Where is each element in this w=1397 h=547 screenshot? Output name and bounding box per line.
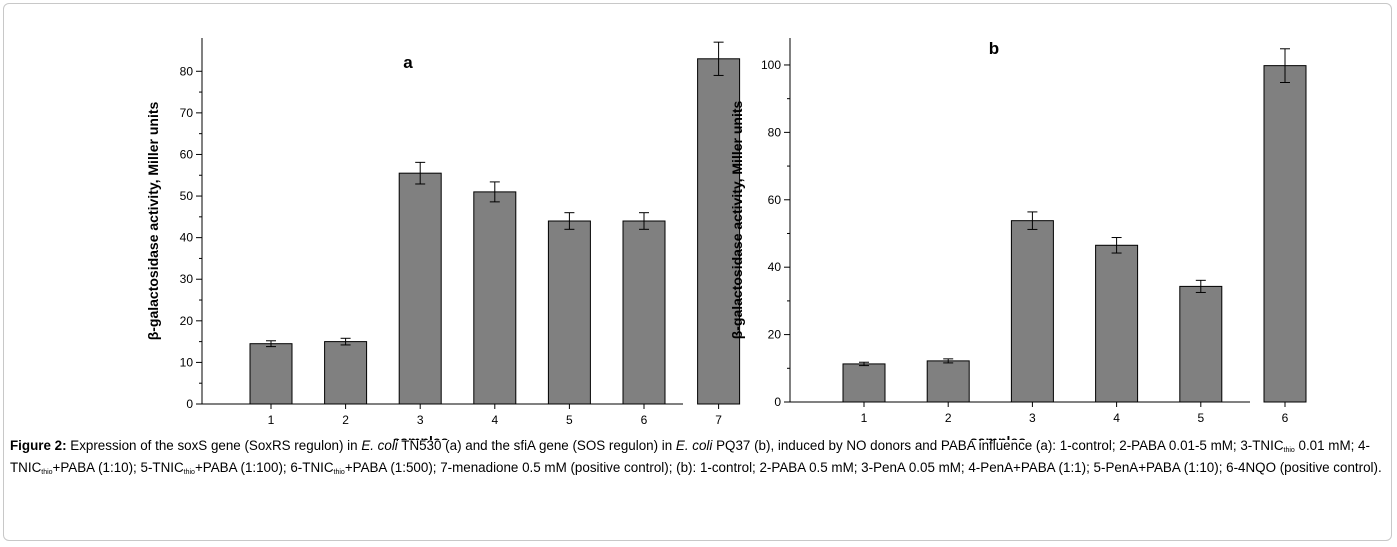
bar [547, 220, 591, 405]
caption-species: E. coli [675, 438, 713, 453]
figure-charts: 010203040506070801234567asamplesβ-galact… [145, 38, 1307, 440]
caption-part: +PABA (1:10); 5-TNIC [52, 460, 184, 475]
caption-subscript: thio [183, 469, 195, 476]
x-tick-label: 3 [1029, 411, 1036, 425]
caption-part: PQ37 (b), induced by NO donors and PABA … [712, 438, 1284, 453]
bar [1263, 65, 1307, 403]
chart-panel-b: 0 20 40 60 80 100 1 2 3 4 5 6 b samples β-galactosidas… [729, 38, 1307, 440]
panel-label: a [403, 53, 413, 72]
y-tick-label: 60 [180, 147, 194, 161]
x-axis-label: samples [970, 433, 1026, 440]
bar [622, 220, 666, 405]
bar [473, 191, 517, 405]
y-axis-label: β-galactosidase activity, Miller units [729, 101, 745, 340]
bar [926, 360, 970, 403]
caption-part: +PABA (1:500); 7-menadione 0.5 mM (posit… [344, 460, 1382, 475]
x-tick-label: 5 [1197, 411, 1204, 425]
y-tick-label: 50 [180, 189, 194, 203]
bar [842, 363, 886, 403]
x-tick-label: 1 [268, 413, 275, 427]
figure-caption: Figure 2: Expression of the soxS gene (S… [10, 437, 1385, 481]
chart-panel-a: 0 10 20 30 40 50 60 70 80 1 2 3 4 5 6 7 a samples β-galact… [145, 38, 741, 440]
y-tick-label: 10 [180, 355, 194, 369]
y-tick-label: 70 [180, 106, 194, 120]
y-tick-label: 100 [761, 58, 781, 72]
caption-subscript: thio [333, 469, 345, 476]
y-tick-label: 40 [768, 260, 782, 274]
x-tick-label: 2 [342, 413, 349, 427]
caption-subscript: thio [41, 469, 53, 476]
caption-part: +PABA (1:100); 6-TNIC [194, 460, 334, 475]
x-tick-label: 4 [491, 413, 498, 427]
caption-species: E. coli [361, 438, 398, 453]
x-tick-label: 6 [1282, 411, 1289, 425]
y-tick-label: 0 [774, 395, 781, 409]
x-tick-label: 4 [1113, 411, 1120, 425]
bar [1010, 220, 1054, 403]
bar [1095, 244, 1139, 403]
x-tick-label: 2 [945, 411, 952, 425]
caption-subscript: thio [1283, 447, 1295, 454]
panel-label: b [989, 39, 999, 58]
bar [398, 172, 442, 405]
caption-label: Figure 2: [10, 438, 67, 453]
y-tick-label: 0 [186, 397, 193, 411]
x-axis-label: samples [392, 433, 448, 440]
x-tick-label: 6 [641, 413, 648, 427]
figure-frame [3, 3, 1392, 541]
bar [324, 341, 368, 405]
y-tick-label: 20 [180, 314, 194, 328]
x-tick-label: 7 [715, 413, 722, 427]
bar [1179, 285, 1223, 403]
bar [697, 58, 741, 405]
caption-part: 0.01 mM; 4-TNIC [10, 438, 1370, 475]
y-tick-label: 40 [180, 231, 194, 245]
bar [249, 343, 293, 405]
caption-part: Expression of the soxS gene (SoxRS regul… [66, 438, 362, 453]
y-tick-label: 60 [768, 193, 782, 207]
y-axis-label: β-galactosidase activity, Miller units [145, 102, 161, 341]
y-tick-label: 30 [180, 272, 194, 286]
x-tick-label: 5 [566, 413, 573, 427]
caption-part: TN530 (a) and the sfiA gene (SOS regulon… [397, 438, 676, 453]
x-tick-label: 3 [417, 413, 424, 427]
y-tick-label: 80 [180, 64, 194, 78]
y-tick-label: 20 [768, 328, 782, 342]
y-tick-label: 80 [768, 125, 782, 139]
x-tick-label: 1 [861, 411, 868, 425]
